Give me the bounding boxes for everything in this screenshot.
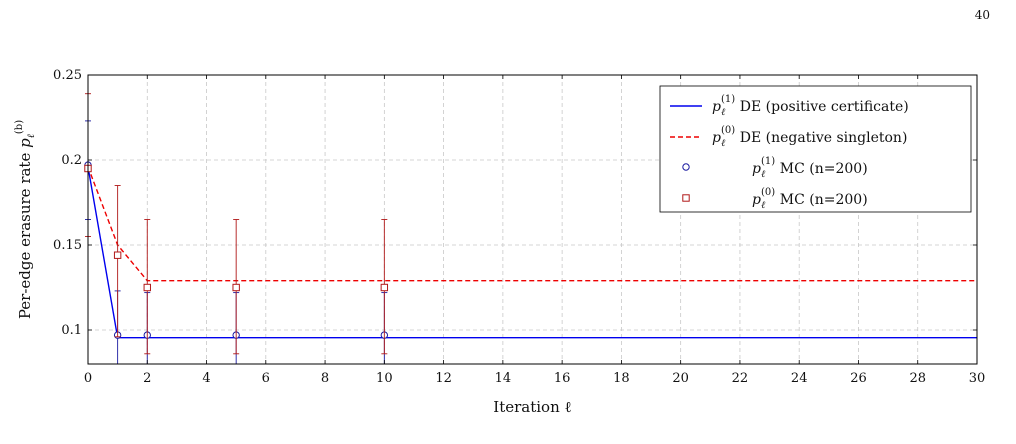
legend-entry-label: p(1) ℓ DE (positive certificate) bbox=[712, 94, 909, 118]
x-tick-label: 12 bbox=[435, 371, 452, 386]
ticks: 0 2 4 6 8 10 12 14 16 18 20 22 24 26 28 300.10.150.20.2… bbox=[53, 68, 985, 386]
data-point-square bbox=[232, 283, 240, 292]
y-tick-label: 0.15 bbox=[53, 238, 82, 253]
x-tick-label: 2 bbox=[143, 371, 151, 386]
legend: p(1) ℓ DE (positive certificate) p(0) ℓ DE … bbox=[659, 85, 972, 213]
x-tick-label: 6 bbox=[262, 371, 270, 386]
plot-frame bbox=[87, 74, 978, 365]
page-number: 40 bbox=[974, 8, 990, 22]
x-tick-label: 18 bbox=[613, 371, 630, 386]
legend-swatch-circle bbox=[682, 163, 690, 171]
legend-entry-label: p(1) ℓ MC (n=200) bbox=[752, 156, 868, 180]
x-tick-label: 8 bbox=[321, 371, 329, 386]
data-point-square bbox=[380, 283, 389, 292]
x-tick-label: 28 bbox=[909, 371, 926, 386]
legend-entry-label: p(0) ℓ DE (negative singleton) bbox=[712, 125, 907, 149]
legend-swatch-square bbox=[682, 194, 690, 202]
y-tick-label: 0.2 bbox=[61, 153, 82, 168]
x-tick-label: 26 bbox=[850, 371, 867, 386]
x-tick-label: 4 bbox=[202, 371, 210, 386]
y-tick-label: 0.1 bbox=[61, 323, 82, 338]
data-point-square bbox=[113, 251, 122, 259]
x-tick-label: 0 bbox=[84, 371, 92, 386]
x-tick-label: 14 bbox=[495, 371, 512, 386]
legend-box bbox=[659, 85, 972, 213]
x-tick-label: 22 bbox=[732, 371, 749, 386]
y-tick-label: 0.25 bbox=[53, 68, 82, 83]
data-point-square bbox=[143, 283, 151, 292]
x-tick-label: 30 bbox=[969, 371, 986, 386]
x-tick-label: 24 bbox=[791, 371, 808, 386]
legend-entry-label: p(0) ℓ MC (n=200) bbox=[752, 187, 868, 211]
y-axis-title: Per-edge erasure rate pℓ(b) bbox=[14, 120, 37, 319]
x-tick-label: 20 bbox=[672, 371, 689, 386]
x-tick-label: 10 bbox=[376, 371, 393, 386]
x-tick-label: 16 bbox=[554, 371, 571, 386]
x-axis-title: Iteration ℓ bbox=[493, 398, 571, 416]
